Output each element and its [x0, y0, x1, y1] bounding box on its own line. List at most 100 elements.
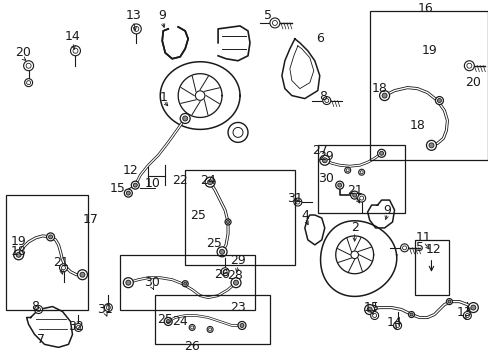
Circle shape	[123, 278, 133, 288]
Polygon shape	[281, 39, 319, 99]
Text: 18: 18	[11, 245, 26, 258]
Circle shape	[344, 167, 350, 173]
Circle shape	[104, 303, 112, 311]
Text: 26: 26	[214, 268, 229, 281]
Text: 10: 10	[144, 177, 160, 190]
Circle shape	[446, 298, 451, 305]
Text: 17: 17	[82, 213, 98, 226]
Text: 13: 13	[456, 306, 471, 319]
Circle shape	[364, 305, 374, 315]
Circle shape	[379, 91, 389, 100]
Circle shape	[366, 307, 371, 312]
Circle shape	[204, 177, 215, 187]
Text: 16: 16	[417, 3, 432, 15]
Text: 6: 6	[315, 32, 323, 45]
Text: 24: 24	[200, 174, 216, 187]
Circle shape	[293, 198, 301, 206]
Bar	[155, 294, 269, 345]
Circle shape	[60, 264, 67, 272]
Text: 18: 18	[409, 119, 425, 132]
Text: 20: 20	[15, 46, 31, 59]
Circle shape	[131, 24, 141, 34]
Text: 23: 23	[230, 301, 245, 314]
Circle shape	[233, 280, 238, 285]
Circle shape	[125, 280, 131, 285]
Polygon shape	[26, 307, 72, 347]
Text: 21: 21	[346, 184, 362, 197]
Text: 18: 18	[371, 82, 387, 95]
Circle shape	[352, 193, 356, 197]
Text: 8: 8	[318, 90, 326, 103]
Circle shape	[322, 96, 330, 104]
Circle shape	[133, 183, 137, 187]
Text: 8: 8	[32, 300, 40, 313]
Circle shape	[207, 180, 212, 185]
Circle shape	[357, 194, 365, 202]
Circle shape	[358, 169, 364, 175]
Text: 9: 9	[158, 9, 166, 22]
Circle shape	[337, 183, 341, 187]
Text: 25: 25	[190, 208, 205, 221]
Circle shape	[180, 113, 190, 123]
Circle shape	[463, 311, 470, 319]
Circle shape	[77, 270, 87, 280]
Circle shape	[227, 122, 247, 142]
Circle shape	[74, 324, 82, 332]
Circle shape	[240, 324, 244, 328]
Circle shape	[426, 140, 436, 150]
Text: 5: 5	[415, 241, 423, 255]
Circle shape	[124, 189, 132, 197]
Circle shape	[70, 46, 81, 56]
Circle shape	[377, 149, 385, 157]
Text: 22: 22	[172, 174, 188, 187]
Text: 29: 29	[317, 150, 333, 163]
Bar	[369, 11, 488, 160]
Circle shape	[195, 91, 204, 100]
Text: 14: 14	[64, 30, 80, 43]
Text: 19: 19	[421, 44, 436, 57]
Circle shape	[379, 151, 383, 155]
Bar	[185, 170, 294, 265]
Bar	[414, 240, 448, 294]
Text: 12: 12	[425, 243, 441, 256]
Circle shape	[464, 61, 473, 71]
Circle shape	[381, 93, 386, 98]
Text: 12: 12	[122, 164, 138, 177]
Circle shape	[166, 319, 170, 324]
Text: 7: 7	[37, 333, 44, 346]
Text: 24: 24	[172, 315, 188, 328]
Text: 20: 20	[465, 76, 480, 89]
Text: 1: 1	[159, 91, 167, 104]
Circle shape	[226, 220, 229, 224]
Polygon shape	[367, 200, 394, 228]
Circle shape	[183, 282, 186, 285]
Text: 21: 21	[53, 256, 68, 269]
Circle shape	[468, 302, 477, 312]
Text: 27: 27	[311, 144, 327, 157]
Circle shape	[393, 321, 401, 329]
Text: 29: 29	[230, 254, 245, 267]
Text: 30: 30	[317, 172, 333, 185]
Circle shape	[48, 235, 52, 239]
Text: 5: 5	[264, 9, 271, 22]
Circle shape	[409, 313, 412, 316]
Circle shape	[230, 278, 241, 288]
Text: 2: 2	[350, 221, 358, 234]
Circle shape	[437, 99, 441, 103]
Circle shape	[16, 252, 21, 257]
Circle shape	[370, 311, 378, 319]
Circle shape	[428, 143, 433, 148]
Text: 28: 28	[226, 269, 243, 282]
Circle shape	[126, 191, 130, 195]
Text: 11: 11	[415, 231, 430, 244]
Text: 19: 19	[11, 235, 26, 248]
Circle shape	[217, 247, 226, 257]
Text: 31: 31	[97, 303, 113, 316]
Circle shape	[335, 181, 343, 189]
Text: 9: 9	[383, 203, 391, 216]
Circle shape	[269, 18, 279, 28]
Circle shape	[164, 318, 172, 325]
Text: 4: 4	[300, 208, 308, 221]
Bar	[6, 195, 88, 310]
Circle shape	[238, 321, 245, 329]
